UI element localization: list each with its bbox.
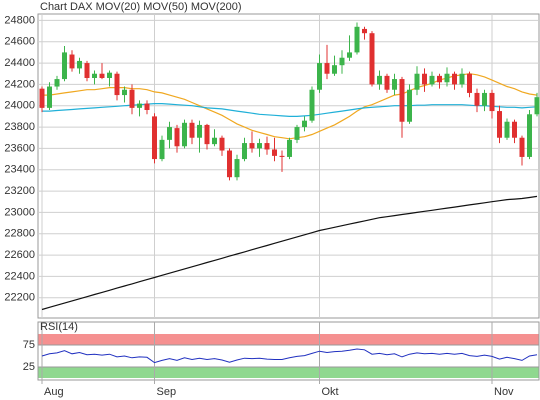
legend-entry: MOV(20) <box>96 1 141 13</box>
candle-body <box>407 89 412 122</box>
candle-body <box>294 127 300 140</box>
candle-body <box>152 116 157 160</box>
candle-body <box>77 60 82 69</box>
candle-body <box>257 143 262 149</box>
candle-body <box>332 65 337 74</box>
candle-body <box>504 121 510 138</box>
y-tick-label: 24400 <box>4 57 35 69</box>
candle-body <box>497 111 502 138</box>
candle-body <box>429 75 435 85</box>
legend-entry: MOV(50) <box>143 1 188 13</box>
y-tick-label: 22200 <box>4 292 35 304</box>
candle-body <box>377 75 382 85</box>
y-tick-label: 75 <box>23 339 35 351</box>
y-tick-label: 23800 <box>4 121 35 133</box>
candle-body <box>489 92 495 112</box>
rsi-title: RSI(14) <box>40 321 78 333</box>
candle-body <box>474 92 480 106</box>
candle-body <box>264 143 270 150</box>
y-tick-label: 24600 <box>4 36 35 48</box>
candle-body <box>482 92 487 106</box>
y-tick-label: 22600 <box>4 249 35 261</box>
candle-body <box>62 52 67 80</box>
candle-body <box>437 75 442 83</box>
candle-body <box>444 73 450 83</box>
candle-body <box>369 33 375 85</box>
candle-body <box>167 127 172 140</box>
candle-body <box>339 57 345 66</box>
candle-body <box>234 159 240 178</box>
y-tick-label: 24200 <box>4 78 35 90</box>
candle-body <box>317 63 322 90</box>
candle-body <box>399 79 405 122</box>
candle-body <box>92 73 97 78</box>
x-tick-label: Nov <box>494 386 514 398</box>
candle-body <box>309 89 315 121</box>
candle-body <box>122 89 127 96</box>
candle-body <box>324 63 330 74</box>
candle-body <box>219 137 225 151</box>
rsi-zone <box>38 334 539 345</box>
y-tick-label: 25 <box>23 361 35 373</box>
candle-body <box>519 137 525 157</box>
candle-body <box>47 86 52 108</box>
candle-body <box>452 73 457 85</box>
candle-body <box>107 72 112 78</box>
candle-body <box>227 150 232 178</box>
candle-body <box>197 124 202 138</box>
moving-average-line <box>42 103 538 117</box>
candle-body <box>287 139 292 157</box>
rsi-zone <box>38 367 539 378</box>
x-tick-label: Sep <box>157 386 177 398</box>
candle-body <box>512 121 517 138</box>
candle-body <box>99 73 105 78</box>
moving-average-line <box>41 195 538 311</box>
price-panel <box>37 13 540 319</box>
candle-body <box>204 124 210 145</box>
y-tick-label: 23400 <box>4 164 35 176</box>
candle-body <box>114 73 120 96</box>
candle-body <box>384 75 390 90</box>
candle-body <box>362 28 367 34</box>
candle-body <box>182 122 187 147</box>
candle-body <box>459 73 465 85</box>
candle-body <box>242 143 247 160</box>
y-tick-label: 24800 <box>4 14 35 26</box>
x-tick-label: Okt <box>322 386 339 398</box>
candle-body <box>527 114 532 157</box>
candle-body <box>272 149 277 156</box>
legend-entry: MOV(200) <box>191 1 242 13</box>
candle-body <box>347 52 352 58</box>
y-tick-label: 22400 <box>4 270 35 282</box>
candle-body <box>534 97 540 115</box>
candle-body <box>354 26 360 53</box>
candle-body <box>54 79 60 87</box>
candle-body <box>414 73 420 90</box>
candle-body <box>302 120 307 128</box>
candle-body <box>69 54 75 69</box>
candle-body <box>189 122 195 138</box>
candle-body <box>249 143 255 149</box>
y-tick-label: 23600 <box>4 142 35 154</box>
candle-body <box>39 88 45 108</box>
candle-body <box>137 103 142 108</box>
rsi-line <box>41 348 538 364</box>
candle-body <box>174 128 180 147</box>
candle-body <box>392 79 397 90</box>
candle-body <box>422 73 427 85</box>
candle-body <box>84 63 90 78</box>
chart-title: Chart DAX <box>40 1 93 13</box>
y-tick-label: 24000 <box>4 100 35 112</box>
x-tick-label: Aug <box>44 386 64 398</box>
candle-body <box>144 103 150 110</box>
candle-body <box>212 137 217 145</box>
y-tick-label: 23200 <box>4 185 35 197</box>
candle-body <box>129 89 135 108</box>
y-tick-label: 22800 <box>4 228 35 240</box>
candle-body <box>159 139 165 160</box>
y-tick-label: 23000 <box>4 206 35 218</box>
candle-body <box>279 155 285 157</box>
candle-body <box>467 73 472 93</box>
